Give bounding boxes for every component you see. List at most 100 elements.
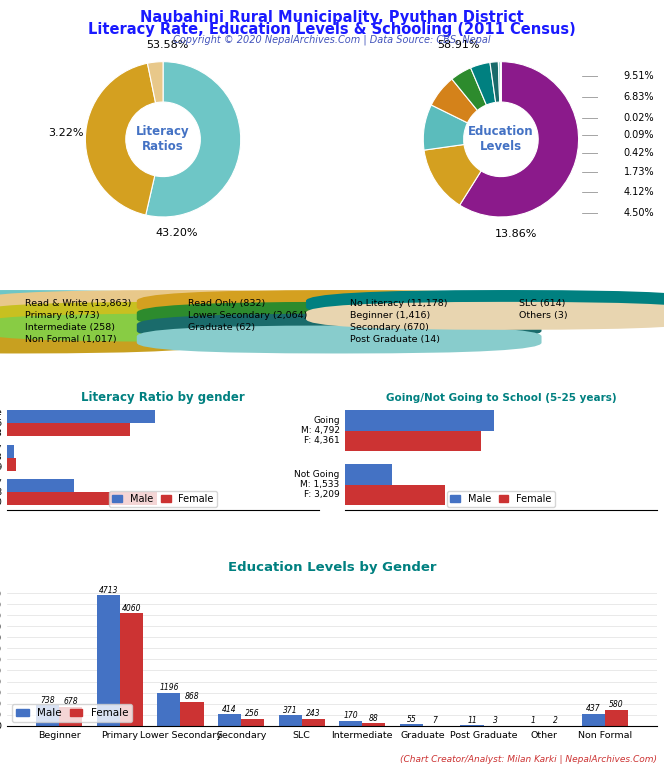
Text: 414: 414: [222, 704, 237, 713]
Text: 9.51%: 9.51%: [623, 71, 654, 81]
FancyBboxPatch shape: [137, 326, 542, 353]
Text: (Chart Creator/Analyst: Milan Karki | NepalArchives.Com): (Chart Creator/Analyst: Milan Karki | Ne…: [400, 755, 657, 764]
Text: 2: 2: [553, 716, 558, 725]
Text: 4.50%: 4.50%: [623, 208, 654, 218]
Text: 0.09%: 0.09%: [623, 130, 654, 140]
Text: 170: 170: [343, 711, 358, 720]
Text: 256: 256: [245, 709, 260, 718]
FancyBboxPatch shape: [306, 290, 664, 318]
FancyBboxPatch shape: [137, 290, 542, 318]
Wedge shape: [432, 79, 477, 123]
Text: Intermediate (258): Intermediate (258): [25, 323, 115, 332]
Bar: [7, 479, 74, 492]
FancyBboxPatch shape: [137, 313, 542, 342]
Text: Literacy Rate, Education Levels & Schooling (2011 Census): Literacy Rate, Education Levels & School…: [88, 22, 576, 37]
FancyBboxPatch shape: [0, 326, 216, 353]
Text: 437: 437: [586, 704, 600, 713]
FancyBboxPatch shape: [0, 302, 216, 329]
Text: 1: 1: [530, 716, 535, 725]
Bar: [157, 693, 181, 726]
Bar: [37, 705, 59, 726]
Bar: [339, 721, 363, 726]
Text: Graduate (62): Graduate (62): [187, 323, 255, 332]
Bar: [7, 445, 14, 458]
Text: 58.91%: 58.91%: [437, 40, 479, 50]
Bar: [7, 410, 155, 423]
Text: 43.20%: 43.20%: [156, 227, 199, 237]
Bar: [345, 464, 392, 485]
Text: Non Formal (1,017): Non Formal (1,017): [25, 335, 116, 343]
FancyBboxPatch shape: [0, 313, 216, 342]
Text: SLC (614): SLC (614): [519, 300, 566, 308]
Text: 738: 738: [41, 696, 55, 705]
Text: 6.83%: 6.83%: [623, 91, 654, 101]
Title: Education Levels by Gender: Education Levels by Gender: [228, 561, 436, 574]
Bar: [59, 707, 82, 726]
Text: 678: 678: [64, 697, 78, 707]
Bar: [345, 485, 445, 505]
Bar: [120, 614, 143, 726]
Text: 11: 11: [467, 716, 477, 725]
Bar: [301, 719, 325, 726]
FancyBboxPatch shape: [0, 290, 216, 318]
FancyBboxPatch shape: [306, 302, 664, 329]
Text: Copyright © 2020 NepalArchives.Com | Data Source: CBS, Nepal: Copyright © 2020 NepalArchives.Com | Dat…: [173, 35, 491, 45]
Bar: [7, 458, 16, 471]
Wedge shape: [424, 144, 481, 205]
Legend: Male, Female: Male, Female: [110, 492, 216, 507]
Bar: [400, 724, 423, 726]
Bar: [97, 595, 120, 726]
Wedge shape: [459, 61, 578, 217]
Text: 7: 7: [432, 716, 437, 725]
Text: 0.02%: 0.02%: [623, 113, 654, 123]
Bar: [241, 719, 264, 726]
Wedge shape: [423, 105, 467, 150]
FancyBboxPatch shape: [0, 290, 379, 318]
Text: Post Graduate (14): Post Graduate (14): [350, 335, 440, 343]
Text: Education
Levels: Education Levels: [468, 125, 534, 154]
Text: 4713: 4713: [98, 586, 118, 594]
Legend: Male, Female: Male, Female: [448, 492, 554, 507]
Text: Literacy
Ratios: Literacy Ratios: [136, 125, 190, 154]
Bar: [279, 716, 301, 726]
Text: Primary (8,773): Primary (8,773): [25, 311, 100, 320]
Text: 580: 580: [609, 700, 623, 709]
Text: 55: 55: [406, 714, 416, 723]
Wedge shape: [147, 61, 163, 103]
Text: 4.12%: 4.12%: [623, 187, 654, 197]
FancyBboxPatch shape: [0, 313, 379, 342]
Text: 1196: 1196: [159, 683, 179, 692]
Text: Lower Secondary (2,064): Lower Secondary (2,064): [187, 311, 307, 320]
Text: 3: 3: [493, 716, 497, 725]
Text: 868: 868: [185, 692, 199, 701]
Text: 53.58%: 53.58%: [146, 40, 188, 50]
Text: 4060: 4060: [122, 604, 141, 613]
Bar: [605, 710, 627, 726]
FancyBboxPatch shape: [0, 302, 379, 329]
Bar: [345, 410, 495, 431]
Text: 371: 371: [283, 706, 297, 715]
Wedge shape: [471, 62, 495, 105]
Wedge shape: [86, 63, 155, 215]
Bar: [363, 723, 385, 726]
Bar: [345, 431, 481, 451]
Legend: Male, Female: Male, Female: [12, 703, 132, 722]
Wedge shape: [490, 61, 500, 102]
Text: 243: 243: [306, 710, 321, 718]
Text: No Literacy (11,178): No Literacy (11,178): [350, 300, 448, 308]
Text: 1.73%: 1.73%: [623, 167, 654, 177]
Title: Literacy Ratio by gender: Literacy Ratio by gender: [81, 391, 245, 404]
Text: Naubahini Rural Municipality, Pyuthan District: Naubahini Rural Municipality, Pyuthan Di…: [140, 9, 524, 25]
Bar: [7, 492, 157, 505]
FancyBboxPatch shape: [137, 302, 542, 329]
Title: Going/Not Going to School (5-25 years): Going/Not Going to School (5-25 years): [386, 393, 616, 403]
Wedge shape: [145, 61, 241, 217]
Wedge shape: [452, 68, 487, 111]
Bar: [582, 713, 605, 726]
Bar: [218, 714, 241, 726]
Text: Read & Write (13,863): Read & Write (13,863): [25, 300, 131, 308]
Text: 0.42%: 0.42%: [623, 147, 654, 157]
Bar: [7, 423, 129, 436]
Text: 13.86%: 13.86%: [495, 229, 538, 239]
Wedge shape: [499, 61, 501, 102]
